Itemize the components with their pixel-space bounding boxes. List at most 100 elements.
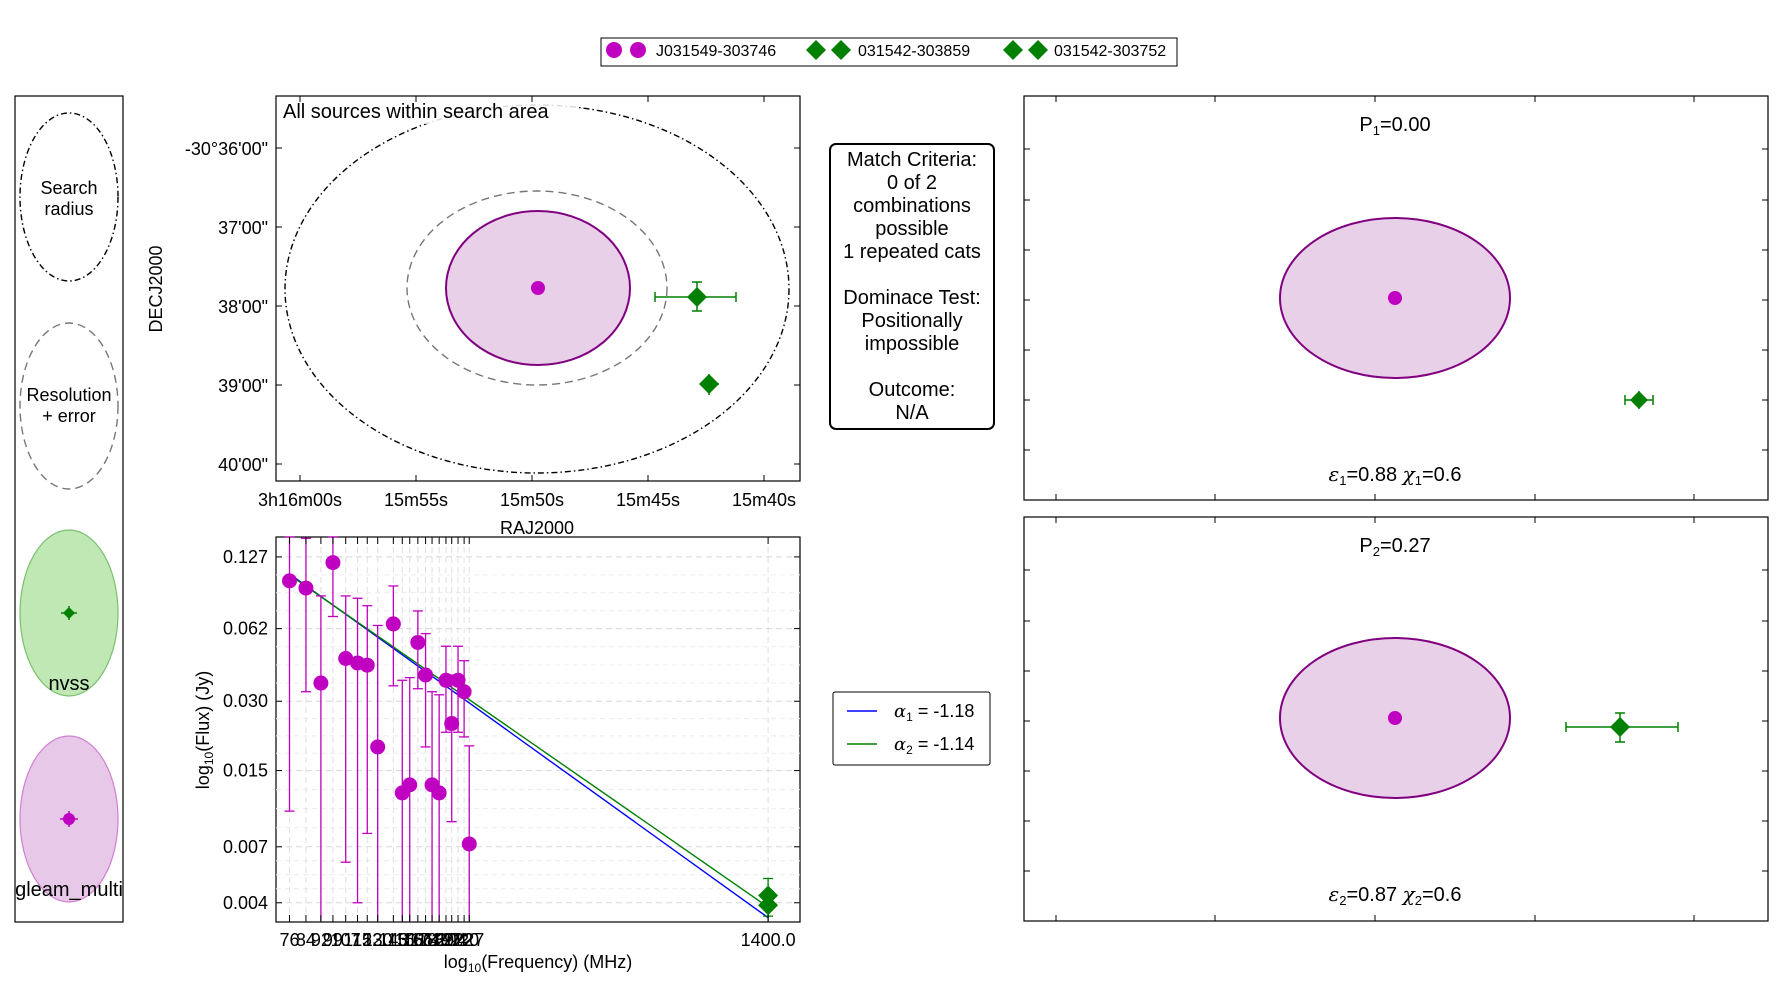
sed-xtick-label-8: 143 <box>378 930 408 950</box>
sky-search-ellipse <box>284 104 790 474</box>
legend-label-1: 031542-303859 <box>858 43 970 60</box>
sed-fit-line-1 <box>293 576 769 919</box>
sed-marker-circle <box>370 739 386 755</box>
criteria-line-2: combinations <box>853 195 971 217</box>
sed-point-0-19 <box>461 745 477 922</box>
combo1-nvss-point <box>1624 391 1654 409</box>
sky-gleam-point <box>531 281 545 295</box>
sed-xtick-label-17: 212 <box>443 930 473 950</box>
combo2-e-value: =0.87 <box>1346 884 1397 906</box>
sed-xlabel-main: log <box>444 952 468 972</box>
sky-ytick-0: -30°36'00" <box>185 139 268 159</box>
combo1-p-value: =0.00 <box>1380 114 1431 136</box>
sed-marker-circle <box>461 836 477 852</box>
sed-points <box>282 536 779 922</box>
fit-legend-label-2: α2 = -1.14 <box>894 734 974 757</box>
criteria-line-3: possible <box>875 218 949 240</box>
search-label-line2: radius <box>44 199 93 219</box>
sed-xtick-label-5: 115 <box>343 930 372 950</box>
combo1-ticks <box>1024 96 1768 500</box>
sky-ticks <box>276 96 800 481</box>
combo1-p-sub: 1 <box>1373 123 1380 138</box>
combo-plot-2: P2=0.27 ε2=0.87 χ2=0.6 <box>1023 516 1769 922</box>
search-label-line1: Search <box>40 178 97 198</box>
nvss-key-label: nvss <box>48 673 89 695</box>
sed-marker-circle <box>325 555 341 571</box>
sed-ytick-label-4: 0.007 <box>223 837 268 857</box>
sed-ytick-label-2: 0.030 <box>223 691 268 711</box>
sed-marker-circle <box>418 667 434 683</box>
sed-marker-circle <box>456 684 472 700</box>
sed-xtick-label-12: 174 <box>411 930 441 950</box>
sky-xtick-0: 3h16m00s <box>258 490 342 510</box>
criteria-line-10: Outcome: <box>868 379 956 401</box>
sed-point-0-7 <box>370 624 386 922</box>
legend-label-0: J031549-303746 <box>656 43 776 60</box>
sed-xtick-label-3: 99 <box>323 930 343 950</box>
gleam-key-label: gleam_multi <box>15 879 123 901</box>
sed-marker-diamond <box>758 895 779 916</box>
sky-annotation: All sources within search area <box>283 101 550 123</box>
criteria-gap-1 <box>831 264 993 287</box>
fit2-alpha-sub: 2 <box>906 743 913 757</box>
sed-ylabel: log10(Flux) (Jy) <box>193 671 216 789</box>
sky-xtick-3: 15m45s <box>616 490 680 510</box>
criteria-line-8: impossible <box>864 333 960 355</box>
sed-point-0-2 <box>313 595 329 922</box>
legend-label-2: 031542-303752 <box>1054 43 1166 60</box>
sky-plot: All sources within search area 3h16m00s … <box>146 95 801 538</box>
sed-point-0-16 <box>444 674 460 823</box>
combo2-e-sub: 2 <box>1339 893 1346 908</box>
fit-legend: α1 = -1.18 α2 = -1.14 <box>832 691 991 766</box>
combo1-chi-value: =0.6 <box>1422 464 1461 486</box>
combo1-stats-label: ε1=0.88 χ1=0.6 <box>1329 462 1462 488</box>
combo2-p-main: P <box>1359 535 1372 557</box>
sed-xtick-label-4: 107 <box>331 930 361 950</box>
criteria-line-0: Match Criteria: <box>846 149 978 171</box>
sky-nvss-point-2 <box>699 374 719 395</box>
sed-marker-circle <box>385 616 401 632</box>
sed-marker-circle <box>359 657 375 673</box>
sed-ytick-label-5: 0.004 <box>223 893 268 913</box>
combo1-chi-main: χ <box>1401 462 1417 486</box>
combo2-chi-sub: 2 <box>1415 893 1422 908</box>
resolution-label-line2: + error <box>42 406 96 426</box>
sed-point-0-3 <box>325 536 341 618</box>
criteria-line-6: Dominace Test: <box>843 287 981 309</box>
sky-nvss-point-1 <box>654 281 737 312</box>
sed-yticks: 0.127 0.062 0.030 0.015 0.007 0.004 <box>223 547 800 913</box>
sed-ytick-label-0: 0.127 <box>223 547 268 567</box>
combo1-e-sub: 1 <box>1339 473 1346 488</box>
key-panel: Search radius Resolution + error nvss gl… <box>14 95 124 923</box>
sed-xtick-label-18: 220 <box>449 930 479 950</box>
combo2-chi-main: χ <box>1401 882 1417 906</box>
sed-marker-circle <box>402 777 418 793</box>
sky-resolution-ellipse <box>406 190 668 386</box>
criteria-line-1: 0 of 2 <box>886 172 938 194</box>
sed-xtick-label-14: 189 <box>424 930 454 950</box>
sed-xtick-label-2: 92 <box>311 930 331 950</box>
sed-xlabel-rest: (Frequency) (MHz) <box>481 952 632 972</box>
sed-xtick-label-16: 204 <box>437 930 467 950</box>
legend-marker-gleam <box>606 42 646 58</box>
sed-point-0-8 <box>385 585 401 687</box>
sed-marker-circle <box>444 716 460 732</box>
criteria-line-7: Positionally <box>861 310 963 332</box>
combo2-e-main: ε <box>1329 882 1340 906</box>
sed-xlabel: log10(Frequency) (MHz) <box>444 952 632 975</box>
fit2-alpha: α <box>894 734 906 755</box>
sed-point-0-6 <box>359 605 375 835</box>
sed-marker-circle <box>450 672 466 688</box>
sed-marker-circle <box>438 672 454 688</box>
combo2-ticks <box>1024 517 1768 921</box>
sed-point-0-18 <box>456 660 472 738</box>
sed-marker-circle <box>338 650 354 666</box>
sed-fits <box>293 576 769 919</box>
sed-xtick-label-15: 197 <box>431 930 461 950</box>
criteria-line-4: 1 repeated cats <box>843 241 981 263</box>
sed-xtick-label-13: 181 <box>417 930 447 950</box>
sky-ylabel: DECJ2000 <box>146 245 166 332</box>
sed-marker-circle <box>282 573 298 589</box>
